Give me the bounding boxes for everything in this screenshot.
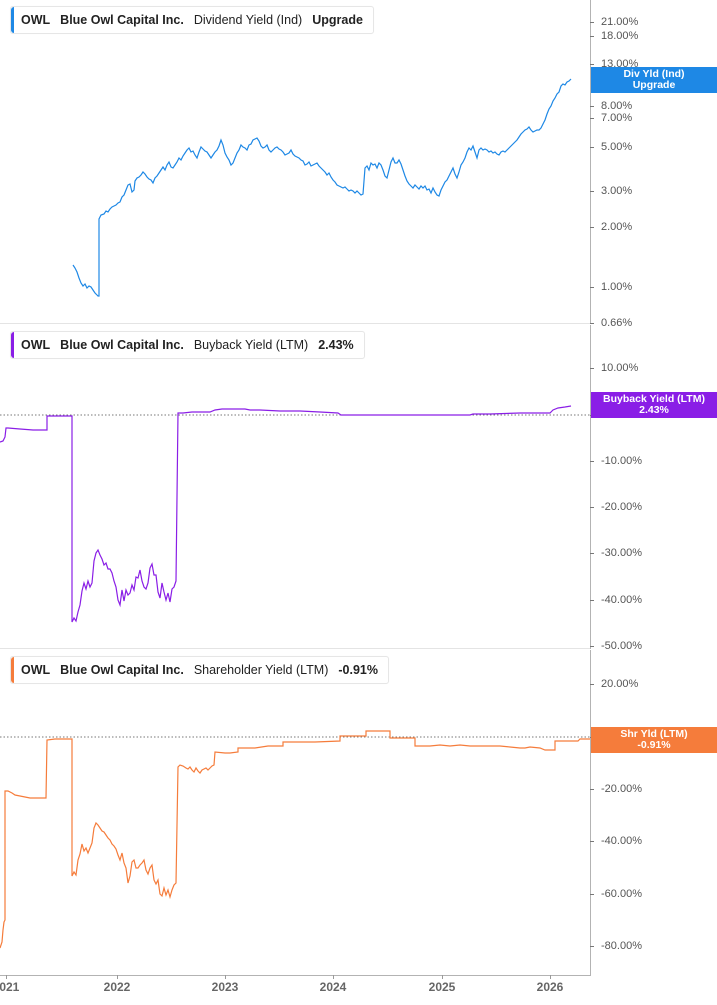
y-tick: -20.00% [590,783,642,795]
dividend-yield-line-chart [0,78,591,324]
y-tick: 10.00% [590,362,638,374]
legend-ticker: OWL [21,338,51,352]
x-label-2025: 2025 [428,980,456,994]
last-value-flag-buyback: Buyback Yield (LTM) 2.43% [591,392,717,418]
y-tick: 1.00% [590,281,632,293]
series-color-bar [11,332,14,358]
legend-company: Blue Owl Capital Inc. [60,13,184,27]
y-tick: 0.66% [590,317,632,329]
y-tick: 5.00% [590,141,632,153]
y-tick: -30.00% [590,547,642,559]
legend-ticker: OWL [21,663,51,677]
legend-company: Blue Owl Capital Inc. [60,338,184,352]
legend-dividend-yield[interactable]: OWL Blue Owl Capital Inc. Dividend Yield… [10,6,374,34]
x-tick [333,975,334,979]
y-tick: -10.00% [590,455,642,467]
last-value-flag-dividend: Div Yld (Ind) Upgrade [591,67,717,93]
x-label-2026: 2026 [536,980,564,994]
x-tick [442,975,443,979]
legend-metric: Dividend Yield (Ind) [193,13,303,27]
series-color-bar [11,657,14,683]
shareholder-yield-line-chart [0,730,600,949]
y-axis-line [590,650,591,976]
legend-value-upgrade[interactable]: Upgrade [312,13,363,27]
last-value-flag-shareholder: Shr Yld (LTM) -0.91% [591,727,717,753]
legend-shareholder-yield[interactable]: OWL Blue Owl Capital Inc. Shareholder Yi… [10,656,389,684]
y-tick: 20.00% [590,678,638,690]
x-label-2023: 2023 [211,980,239,994]
legend-value: -0.91% [338,663,378,677]
x-tick [117,975,118,979]
legend-ticker: OWL [21,13,51,27]
y-tick: -60.00% [590,888,642,900]
buyback-yield-line-chart [0,405,591,649]
series-color-bar [11,7,14,33]
legend-metric: Buyback Yield (LTM) [193,338,309,352]
legend-buyback-yield[interactable]: OWL Blue Owl Capital Inc. Buyback Yield … [10,331,365,359]
panel-shareholder-yield: OWL Blue Owl Capital Inc. Shareholder Yi… [0,650,717,976]
y-tick: 2.00% [590,221,632,233]
x-label-2022: 2022 [103,980,131,994]
panel-dividend-yield: OWL Blue Owl Capital Inc. Dividend Yield… [0,0,717,329]
legend-company: Blue Owl Capital Inc. [60,663,184,677]
y-tick: 8.00% [590,100,632,112]
x-tick [225,975,226,979]
x-label-2024: 2024 [319,980,347,994]
x-tick [6,975,7,979]
x-label-2021: 2021 [0,980,20,994]
y-tick: -40.00% [590,594,642,606]
y-tick: -50.00% [590,640,642,652]
y-axis-line [590,0,591,324]
y-tick: 21.00% [590,16,638,28]
x-tick [550,975,551,979]
y-tick: 18.00% [590,30,638,42]
y-tick: -40.00% [590,835,642,847]
legend-metric: Shareholder Yield (LTM) [193,663,329,677]
panel-buyback-yield: OWL Blue Owl Capital Inc. Buyback Yield … [0,325,717,652]
legend-value: 2.43% [318,338,354,352]
x-axis [0,975,591,976]
y-tick: -80.00% [590,940,642,952]
y-axis-line [590,325,591,649]
y-tick: -20.00% [590,501,642,513]
y-tick: 3.00% [590,185,632,197]
y-tick: 7.00% [590,112,632,124]
